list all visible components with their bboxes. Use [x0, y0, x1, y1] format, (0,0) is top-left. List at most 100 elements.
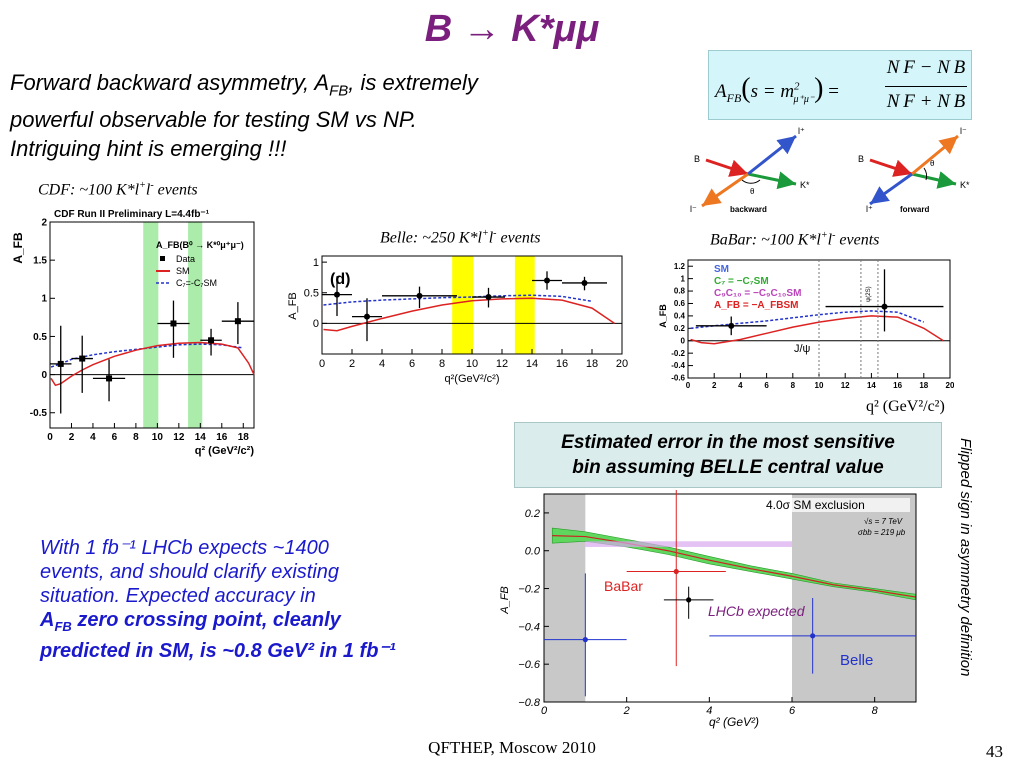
x-tick-label: 6: [789, 705, 796, 717]
svg-text:l⁻: l⁻: [960, 126, 967, 136]
slide-title: B → K*μμ: [424, 8, 600, 50]
x-tick-label: 4: [379, 358, 385, 370]
forward-diagram: B K* l⁻ l⁺ θ forward: [858, 126, 970, 214]
data-point: [544, 277, 550, 284]
cdf-chart: 0 2 4 6 8 10 12 14 16 18 -0.5 0 0.5 1 1.5 2 CDF Run II P…: [11, 209, 255, 457]
svg-text:l⁺: l⁺: [866, 204, 873, 214]
x-tick-label: 12: [496, 358, 508, 370]
x-tick-label: 0: [47, 432, 53, 443]
plot-frame: [49, 221, 255, 429]
y-tick-label: −0.4: [518, 621, 540, 633]
backward-label: backward: [730, 205, 767, 214]
data-point: [673, 568, 679, 575]
x-tick-label: 4: [738, 381, 743, 390]
x-tick-label: 0: [541, 705, 548, 717]
sm-central-curve: [552, 535, 917, 598]
x-tick-label: 2: [349, 358, 355, 370]
y-tick-label: 0.6: [674, 299, 686, 308]
babar-caption: BaBar: ~100 K*l+l- events: [710, 230, 880, 249]
svg-text:B: B: [858, 154, 864, 164]
lhcb-label: LHCb expected: [708, 603, 806, 619]
y-tick-label: 1: [313, 257, 319, 269]
svg-text:θ: θ: [750, 187, 755, 196]
x-tick-label: 8: [133, 432, 139, 443]
title-background: [760, 498, 910, 512]
x-tick-label: 0: [319, 358, 325, 370]
x-tick-label: 8: [791, 381, 796, 390]
y-tick-label: 0.8: [674, 287, 686, 296]
forward-label: forward: [900, 205, 929, 214]
y-tick-label: 1: [681, 274, 686, 283]
x-tick-label: 12: [841, 381, 850, 390]
y-tick-label: 0: [681, 336, 686, 345]
energy-label: √s = 7 TeV: [864, 517, 903, 526]
lhcb-projection-chart: 0 2 4 6 8 −0.8 −0.6 −0.4 −0.2 0.0 0.2 4.0σ SM exclu…: [499, 490, 917, 729]
intro-text: Forward backward asymmetry, AFB, is extr…: [10, 70, 478, 162]
y-tick-label: −0.6: [518, 659, 541, 671]
psi2s-label: ψ(2S): [866, 286, 872, 302]
data-point: [79, 355, 86, 362]
data-point: [485, 294, 492, 301]
y-axis-label: A_FB: [658, 304, 668, 328]
panel-label: (d): [330, 271, 350, 288]
x-tick-label: 4: [706, 705, 712, 717]
x-tick-label: 16: [893, 381, 902, 390]
x-tick-label: 10: [466, 358, 478, 370]
belle-chart: 0 2 4 6 8 10 12 14 16 18 20 0 0.5 1 (d) q²(GeV²/c²) A_FB: [287, 255, 628, 385]
legend-entry: C₇ = −C₇SM: [714, 276, 769, 287]
excluded-region: [544, 494, 586, 702]
data-point: [728, 322, 735, 329]
veto-band: [514, 256, 535, 354]
lhcb-expectation-text: With 1 fb⁻¹ LHCb expects ~1400 events, a…: [40, 537, 396, 662]
data-point: [57, 360, 64, 367]
plot-frame: [543, 493, 917, 703]
y-axis-label: A_FB: [499, 586, 511, 615]
sm-curve: [323, 297, 615, 332]
legend-header: A_FB(B⁰ → K*⁰μ⁺μ⁻): [156, 240, 244, 250]
legend-entry: A_FB = −A_FBSM: [714, 300, 798, 311]
y-tick-label: 1.5: [33, 255, 47, 266]
estimate-box: Estimated error in the most sensitive bi…: [514, 422, 942, 488]
data-point: [234, 318, 241, 325]
legend-entry: C₉C₁₀ = −C₉C₁₀SM: [714, 288, 801, 299]
jpsi-label: J/ψ: [794, 343, 811, 355]
x-axis-label: q²(GeV²/c²): [445, 373, 500, 385]
data-point: [416, 292, 423, 299]
data-point: [170, 320, 177, 327]
svg-text:l⁺: l⁺: [798, 126, 805, 136]
legend-np: C₇=-C₇SM: [176, 278, 217, 288]
data-point: [334, 291, 340, 298]
data-point: [810, 633, 816, 639]
x-axis-label: q² (GeV²/c²): [195, 445, 255, 457]
page-number: 43: [986, 742, 1003, 761]
x-tick-label: 4: [90, 432, 96, 443]
backward-diagram: B K* l⁺ l⁻ θ backward: [690, 126, 810, 214]
x-axis-label: q² (GeV²): [709, 715, 759, 729]
flipped-sign-note: Flipped sign in asymmetry definition: [957, 438, 974, 677]
veto-band: [188, 222, 203, 428]
y-tick-label: 0.2: [525, 508, 540, 520]
chart-title: CDF Run II Preliminary L=4.4fb⁻¹: [54, 209, 210, 220]
y-tick-label: −0.8: [518, 697, 541, 709]
y-tick-label: 0.0: [525, 546, 541, 558]
y-tick-label: -0.4: [671, 361, 685, 370]
data-point: [208, 337, 215, 344]
sm-curve: [690, 315, 944, 345]
x-tick-label: 14: [195, 432, 207, 443]
babar-band: [585, 541, 792, 547]
x-tick-label: 2: [712, 381, 717, 390]
babar-xaxis-label: q² (GeV²/c²): [866, 398, 945, 415]
sm-curve: [50, 341, 255, 387]
y-axis-label: A_FB: [11, 232, 25, 264]
x-tick-label: 10: [152, 432, 164, 443]
y-tick-label: 0.2: [674, 324, 686, 333]
x-tick-label: 18: [586, 358, 598, 370]
cdf-caption: CDF: ~100 K*l+l- events: [38, 180, 198, 199]
data-point: [881, 303, 888, 310]
y-tick-label: -0.6: [671, 374, 685, 383]
belle-caption: Belle: ~250 K*l+l- events: [380, 228, 541, 247]
x-tick-label: 2: [69, 432, 75, 443]
x-tick-label: 6: [409, 358, 415, 370]
legend-data-marker: [160, 256, 165, 261]
x-tick-label: 16: [216, 432, 228, 443]
